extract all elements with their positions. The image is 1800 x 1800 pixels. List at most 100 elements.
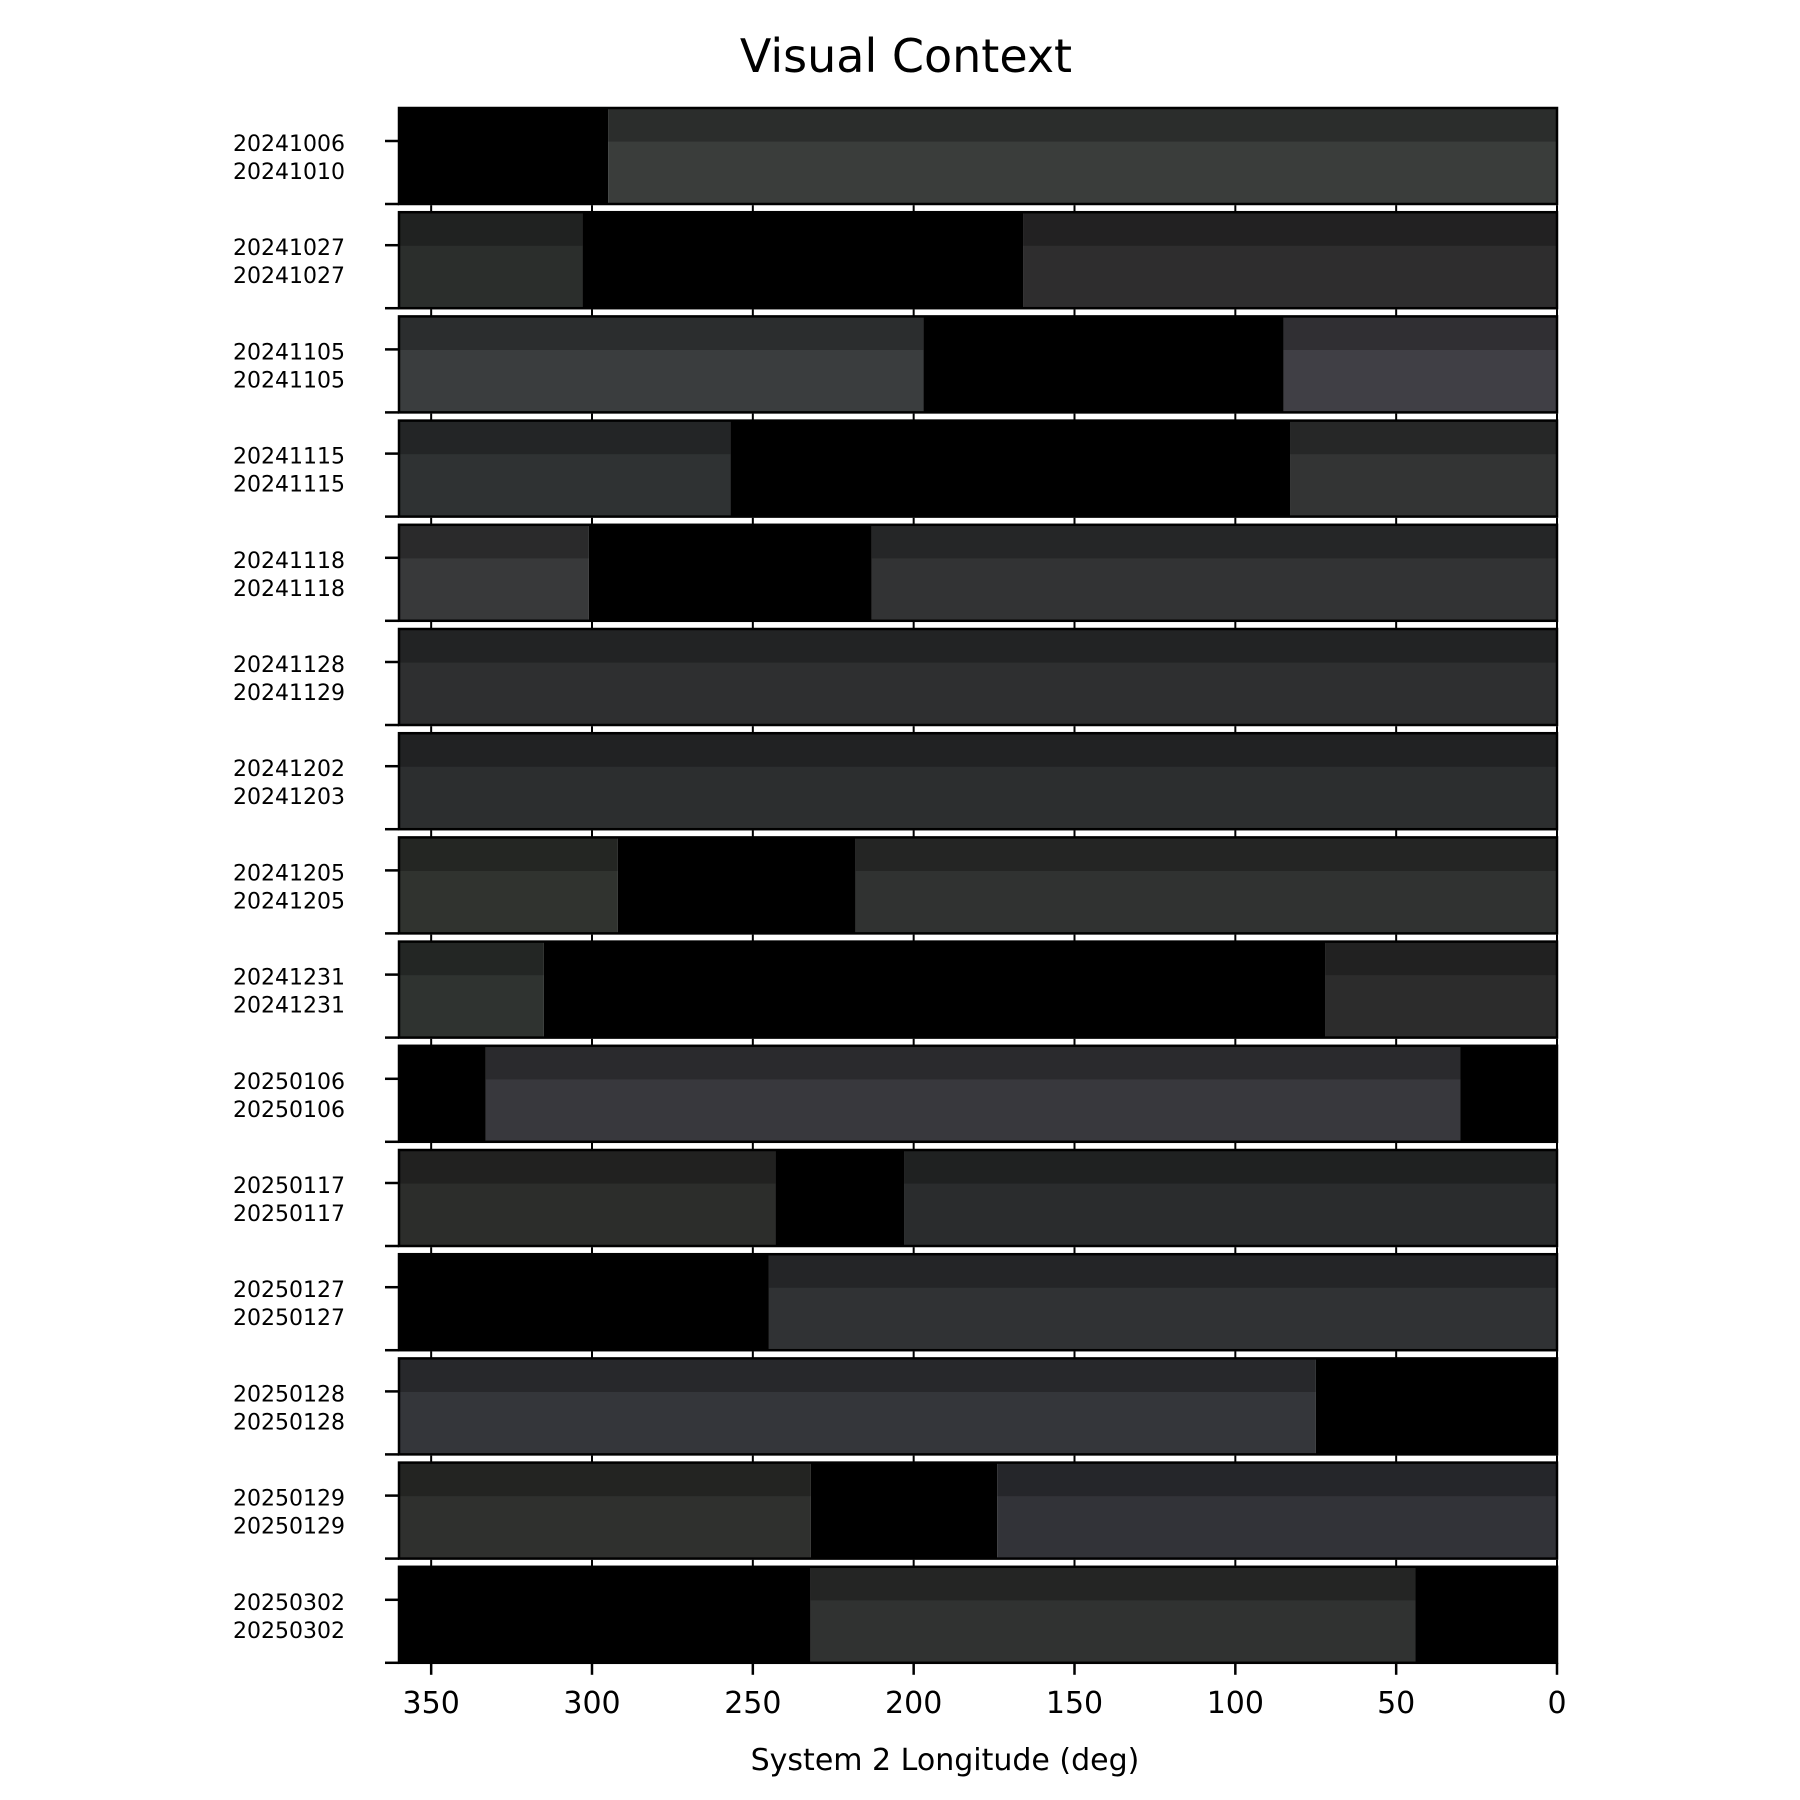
row-panel: 20241231 20241231 xyxy=(233,934,1559,1039)
row-label-end: 20241027 xyxy=(233,264,345,289)
row-label-start: 20241205 xyxy=(233,861,345,886)
row-panel: 20250128 20250128 xyxy=(233,1351,1559,1456)
x-tick-label: 250 xyxy=(724,1686,781,1721)
coverage-segment xyxy=(399,1150,776,1246)
x-tick-label: 0 xyxy=(1547,1686,1566,1721)
coverage-segment xyxy=(399,524,589,621)
segment-shade xyxy=(997,1462,1557,1497)
segment-shade xyxy=(1290,420,1557,455)
segment-shade xyxy=(485,1045,1461,1080)
row-label-start: 20241231 xyxy=(233,966,345,991)
row-label-start: 20250302 xyxy=(233,1591,345,1616)
row-panel: 20241118 20241118 xyxy=(233,517,1559,623)
panel-frame xyxy=(397,836,1559,935)
row-strips: 20241006 20241010 20241027 20241027 20241105… xyxy=(233,106,1559,1665)
no-coverage-segment xyxy=(588,524,872,621)
no-coverage-segment xyxy=(1315,1358,1557,1455)
row-label-end: 20250127 xyxy=(233,1306,345,1331)
row-panel: 20250129 20250129 xyxy=(233,1455,1559,1560)
panel-frame xyxy=(397,210,1559,310)
segment-shade xyxy=(608,108,1557,142)
row-label-start: 20250128 xyxy=(233,1382,345,1407)
coverage-segment xyxy=(871,524,1557,621)
segment-shade xyxy=(399,837,618,871)
row-label-start: 20241118 xyxy=(233,549,345,574)
row-label-start: 20241202 xyxy=(233,757,345,782)
coverage-segment xyxy=(768,1254,1557,1351)
row-panel: 20250117 20250117 xyxy=(233,1143,1559,1248)
panel-frame xyxy=(397,731,1559,831)
row-label-start: 20241006 xyxy=(233,132,345,157)
segment-shade xyxy=(399,629,1557,663)
row-label-start: 20241128 xyxy=(233,653,345,678)
row-panel: 20241202 20241203 xyxy=(233,726,1559,831)
no-coverage-segment xyxy=(399,1045,486,1142)
segment-shade xyxy=(399,941,544,976)
segment-shade xyxy=(399,1462,811,1497)
segment-shade xyxy=(399,212,583,246)
coverage-segment xyxy=(1283,316,1557,413)
panel-frame xyxy=(397,1252,1559,1352)
coverage-segment xyxy=(810,1566,1416,1663)
row-panel: 20241027 20241027 xyxy=(233,205,1559,310)
row-label-end: 20250117 xyxy=(233,1202,345,1227)
panel-frame xyxy=(397,1044,1559,1144)
coverage-segment xyxy=(855,837,1557,934)
no-coverage-segment xyxy=(1415,1566,1557,1663)
panel-frame xyxy=(397,1565,1559,1665)
no-coverage-segment xyxy=(730,420,1291,517)
segment-shade xyxy=(399,1150,776,1184)
no-coverage-segment xyxy=(582,212,1024,309)
coverage-segment xyxy=(399,837,618,934)
coverage-segment xyxy=(1023,212,1557,309)
coverage-segment xyxy=(485,1045,1461,1142)
x-tick-label: 150 xyxy=(1046,1686,1103,1721)
row-panel: 20241105 20241105 xyxy=(233,309,1559,414)
row-panel: 20250302 20250302 xyxy=(233,1559,1559,1665)
coverage-segment xyxy=(904,1150,1557,1246)
row-label-start: 20241105 xyxy=(233,340,345,365)
coverage-segment xyxy=(399,1358,1316,1455)
row-panel: 20241115 20241115 xyxy=(233,413,1559,518)
row-label-end: 20250129 xyxy=(233,1515,345,1540)
coverage-segment xyxy=(608,108,1557,204)
segment-shade xyxy=(1023,212,1557,246)
panel-frame xyxy=(397,627,1559,727)
row-label-start: 20250117 xyxy=(233,1174,345,1199)
row-label-end: 20241205 xyxy=(233,889,345,914)
x-tick-label: 200 xyxy=(885,1686,942,1721)
segment-shade xyxy=(399,316,924,350)
segment-shade xyxy=(855,837,1557,871)
no-coverage-segment xyxy=(810,1462,998,1559)
panel-frame xyxy=(397,315,1559,414)
panel-frame xyxy=(397,940,1559,1039)
panel-frame xyxy=(397,523,1559,623)
row-panel: 20250106 20250106 xyxy=(233,1038,1559,1144)
row-label-end: 20241129 xyxy=(233,681,345,706)
coverage-segment xyxy=(1290,420,1557,517)
row-label-start: 20250129 xyxy=(233,1487,345,1512)
no-coverage-segment xyxy=(1460,1045,1557,1142)
coverage-segment xyxy=(399,212,583,309)
no-coverage-segment xyxy=(617,837,856,934)
coverage-segment xyxy=(399,733,1557,830)
no-coverage-segment xyxy=(399,1566,811,1663)
segment-shade xyxy=(399,524,589,559)
panel-frame xyxy=(397,1148,1559,1248)
panel-frame xyxy=(397,1357,1559,1456)
chart-title: Visual Context xyxy=(740,29,1072,83)
segment-shade xyxy=(768,1254,1557,1288)
segment-shade xyxy=(871,524,1557,559)
row-label-start: 20241027 xyxy=(233,236,345,261)
row-label-end: 20241115 xyxy=(233,473,345,498)
coverage-segment xyxy=(1325,941,1557,1038)
segment-shade xyxy=(1325,941,1557,976)
row-label-end: 20241118 xyxy=(233,577,345,602)
x-axis: 350 300 250 200 150 100 50 0 xyxy=(403,1662,1567,1721)
segment-shade xyxy=(1283,316,1557,350)
x-tick-label: 50 xyxy=(1377,1686,1415,1721)
row-label-start: 20250127 xyxy=(233,1278,345,1303)
segment-shade xyxy=(904,1150,1557,1184)
coverage-segment xyxy=(399,1462,811,1559)
